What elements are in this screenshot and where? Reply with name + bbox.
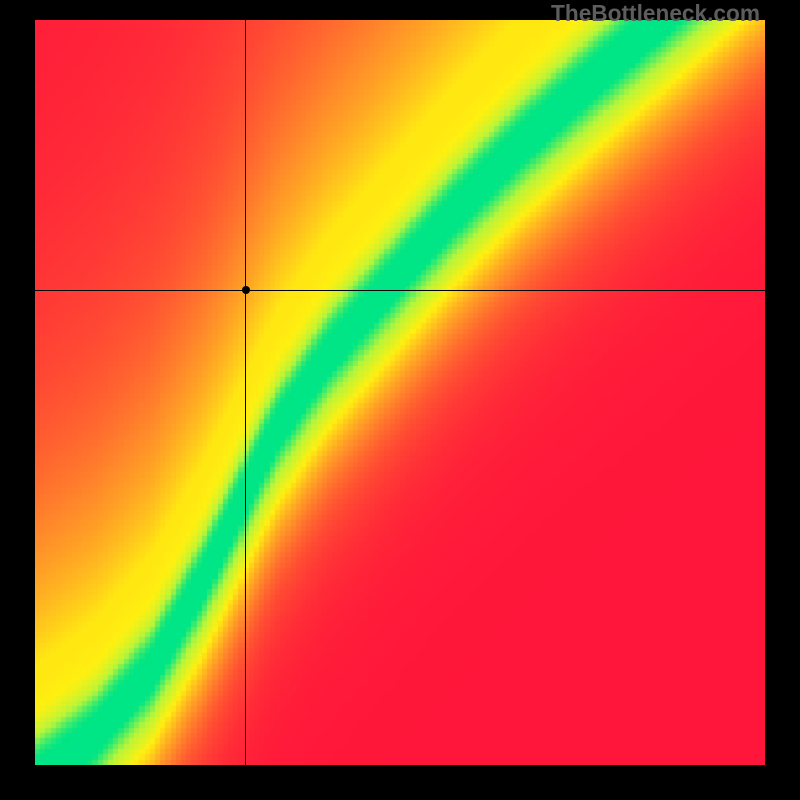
selection-marker[interactable] [242,286,250,294]
crosshair-vertical-line [245,20,246,765]
plot-area [35,20,765,765]
bottleneck-heatmap [35,20,765,765]
crosshair-horizontal-line [35,290,765,291]
watermark-text: TheBottleneck.com [551,0,760,27]
chart-frame: TheBottleneck.com [0,0,800,800]
